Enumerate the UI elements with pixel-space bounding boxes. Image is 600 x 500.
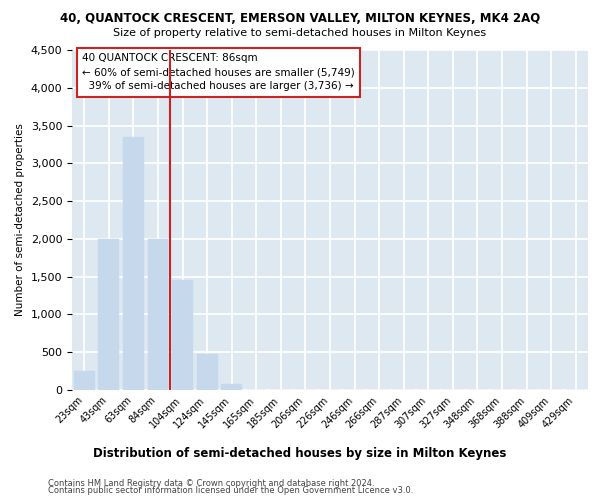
Text: Distribution of semi-detached houses by size in Milton Keynes: Distribution of semi-detached houses by … — [94, 448, 506, 460]
Bar — [74, 371, 95, 390]
Bar — [98, 239, 119, 390]
Bar — [148, 239, 169, 390]
Text: 40, QUANTOCK CRESCENT, EMERSON VALLEY, MILTON KEYNES, MK4 2AQ: 40, QUANTOCK CRESCENT, EMERSON VALLEY, M… — [60, 12, 540, 26]
Bar — [172, 280, 193, 390]
Y-axis label: Number of semi-detached properties: Number of semi-detached properties — [15, 124, 25, 316]
Text: Contains HM Land Registry data © Crown copyright and database right 2024.: Contains HM Land Registry data © Crown c… — [48, 478, 374, 488]
Text: 40 QUANTOCK CRESCENT: 86sqm
← 60% of semi-detached houses are smaller (5,749)
  : 40 QUANTOCK CRESCENT: 86sqm ← 60% of sem… — [82, 54, 355, 92]
Text: Contains public sector information licensed under the Open Government Licence v3: Contains public sector information licen… — [48, 486, 413, 495]
Text: Size of property relative to semi-detached houses in Milton Keynes: Size of property relative to semi-detach… — [113, 28, 487, 38]
Bar — [197, 354, 218, 390]
Bar — [221, 384, 242, 390]
Bar — [123, 137, 144, 390]
